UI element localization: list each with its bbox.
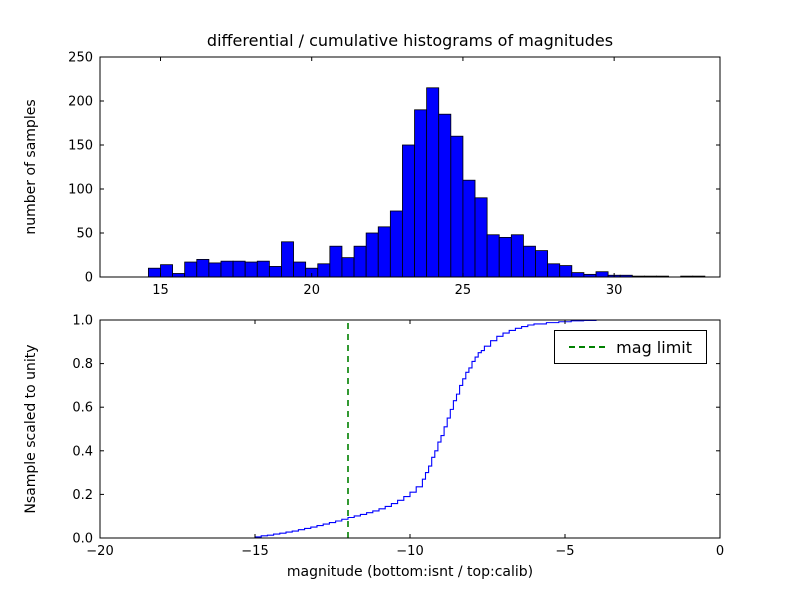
cumulative-curve [100,319,720,539]
histogram-bar [293,261,307,278]
histogram-bar [474,197,488,278]
histogram-bar [486,234,500,278]
histogram-bars [147,87,706,278]
histogram-bar [172,273,186,278]
histogram-bar [160,264,173,278]
histogram-bar [232,260,246,278]
histogram-bar [365,232,379,278]
histogram-bar [571,272,585,278]
axes-frame [99,56,721,278]
y-tick-label: 0.0 [72,532,93,547]
histogram-bar [510,234,524,278]
x-tick-label: 15 [152,283,169,298]
histogram-bar [498,236,512,278]
y-tick-label: 250 [68,51,93,66]
y-tick-label: 0.4 [72,444,93,459]
top-ylabel: number of samples [23,99,39,235]
x-tick-label: −20 [86,544,113,559]
histogram-bar [402,144,415,278]
figure-title: differential / cumulative histograms of … [206,31,614,50]
x-tick-label: 25 [455,283,472,298]
x-tick-label: 0 [716,544,724,559]
histogram-bar [329,245,343,278]
x-axis-label: magnitude (bottom:isnt / top:calib) [286,564,534,580]
x-tick-label: −5 [555,544,574,559]
y-tick-label: 200 [68,95,93,110]
y-tick-label: 0 [85,271,93,286]
histogram-bar [414,109,428,278]
histogram-bar [426,87,440,278]
top-plot: 15 20 25 30 0 50 100 150 200 250 [68,51,721,298]
histogram-bar [268,266,282,278]
x-tick-label: −10 [396,544,423,559]
y-tick-label: 0.8 [72,357,93,372]
y-tick-label: 50 [76,227,93,242]
bottom-plot: −20 −15 −10 −5 0 0.0 0.2 0.4 0.6 0.8 1.0 [72,314,724,560]
x-tick-label: 20 [303,283,320,298]
histogram-bar [196,258,210,278]
histogram-bar [377,226,391,278]
histogram-bar [462,179,476,278]
histogram-bar [547,263,561,278]
x-tick-label: −15 [241,544,268,559]
histogram-bar [244,261,258,278]
y-tick-label: 100 [68,183,93,198]
histogram-bar [184,261,198,278]
histogram-bar [559,265,573,278]
legend: mag limit [554,330,707,364]
histogram-bar [341,257,355,278]
dashed-line-sample [569,346,606,348]
histogram-bar [353,245,367,278]
histogram-bar [389,210,403,278]
y-tick-label: 0.2 [72,488,93,503]
histogram-bar [281,241,294,278]
legend-label: mag limit [616,337,692,357]
bottom-ylabel: Nsample scaled to unity [23,344,39,514]
histogram-bar [220,260,234,278]
y-tick-label: 150 [68,139,93,154]
histogram-bar [147,267,161,278]
histogram-bar [317,263,331,278]
y-tick-label: 0.6 [72,401,93,416]
histogram-bar [208,262,222,278]
histogram-bar [450,135,464,278]
histogram-bar [523,245,536,278]
histogram-bar [438,113,452,278]
y-tick-label: 1.0 [72,314,93,329]
histogram-bar [256,260,270,278]
x-tick-label: 30 [606,283,623,298]
histogram-bar [535,250,549,278]
histogram-bar [595,271,609,278]
